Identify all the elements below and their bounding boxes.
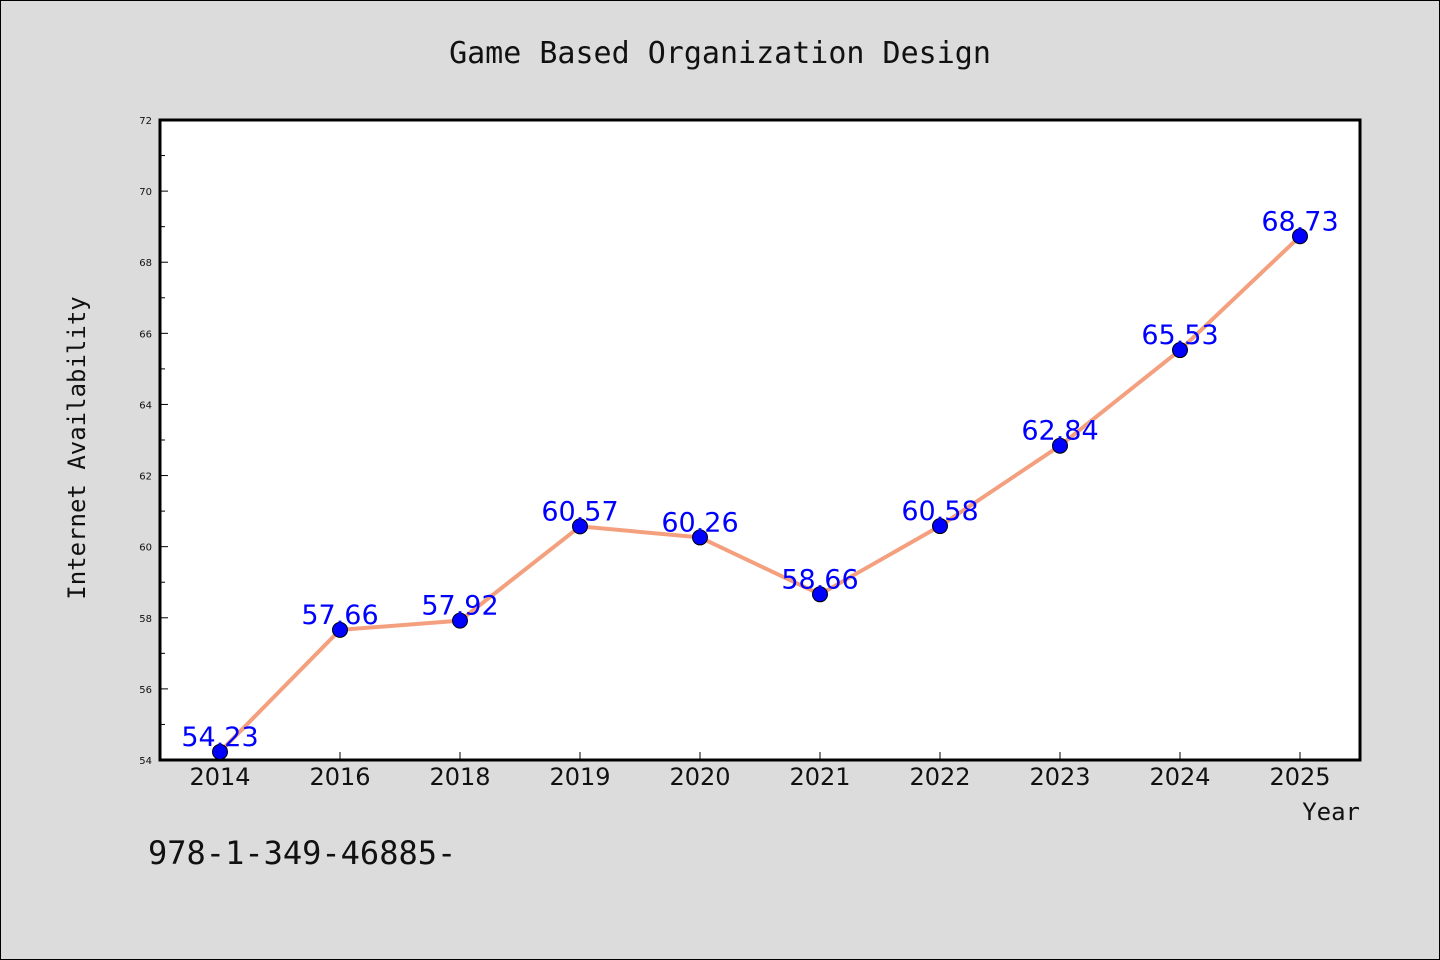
data-labels: 54.23 57.66 57.92 60.57 60.26 58.66 60.58 62.84… (181, 206, 1338, 753)
y-axis-label: Internet Availability (63, 296, 91, 599)
data-label: 60.58 (901, 496, 978, 527)
data-point (212, 743, 228, 760)
y-tick-label: 66 (139, 329, 152, 340)
x-tick-label: 2020 (669, 763, 730, 791)
data-point (1052, 437, 1068, 454)
x-tick-label: 2021 (789, 763, 850, 791)
x-tick-label: 2019 (549, 763, 610, 791)
data-label: 57.92 (421, 591, 498, 622)
data-label: 60.26 (661, 507, 738, 538)
y-tick-label: 62 (139, 472, 152, 483)
y-axis: 54 56 58 60 62 64 66 68 70 72 (139, 116, 168, 767)
data-label: 58.66 (781, 564, 858, 595)
data-point (812, 586, 828, 603)
y-tick-label: 64 (139, 400, 152, 411)
data-label: 60.57 (541, 496, 618, 527)
y-tick-label: 54 (139, 756, 152, 767)
y-tick-label: 68 (139, 258, 152, 269)
data-label: 57.66 (301, 600, 378, 631)
x-tick-label: 2014 (189, 763, 250, 791)
y-tick-label: 60 (139, 543, 152, 554)
footnote-text: 978-1-349-46885- (148, 834, 456, 872)
y-tick-label: 70 (139, 187, 152, 198)
x-tick-label: 2024 (1149, 763, 1210, 791)
series-layer (212, 228, 1308, 760)
y-tick-label: 56 (139, 685, 152, 696)
data-point (1172, 342, 1188, 359)
x-axis: 2014 2016 2018 2019 2020 2021 2022 2023 2024 2025 (189, 752, 1331, 791)
chart-title: Game Based Organization Design (449, 36, 991, 71)
x-tick-label: 2016 (309, 763, 370, 791)
x-axis-label: Year (1302, 798, 1360, 826)
data-point (1292, 228, 1308, 245)
x-tick-label: 2023 (1029, 763, 1090, 791)
plot-area (158, 118, 1362, 762)
data-point (692, 529, 708, 546)
x-tick-label: 2025 (1269, 763, 1330, 791)
data-point (332, 621, 348, 638)
data-label: 65.53 (1141, 320, 1218, 351)
data-label: 54.23 (181, 722, 258, 753)
data-point (452, 612, 468, 629)
data-label: 68.73 (1261, 206, 1338, 237)
data-point (572, 518, 588, 535)
x-tick-label: 2018 (429, 763, 490, 791)
series-line (218, 234, 1302, 754)
data-point (932, 518, 948, 535)
y-tick-label: 58 (139, 614, 152, 625)
x-tick-label: 2022 (909, 763, 970, 791)
y-tick-label: 72 (139, 116, 152, 127)
data-label: 62.84 (1021, 416, 1098, 447)
